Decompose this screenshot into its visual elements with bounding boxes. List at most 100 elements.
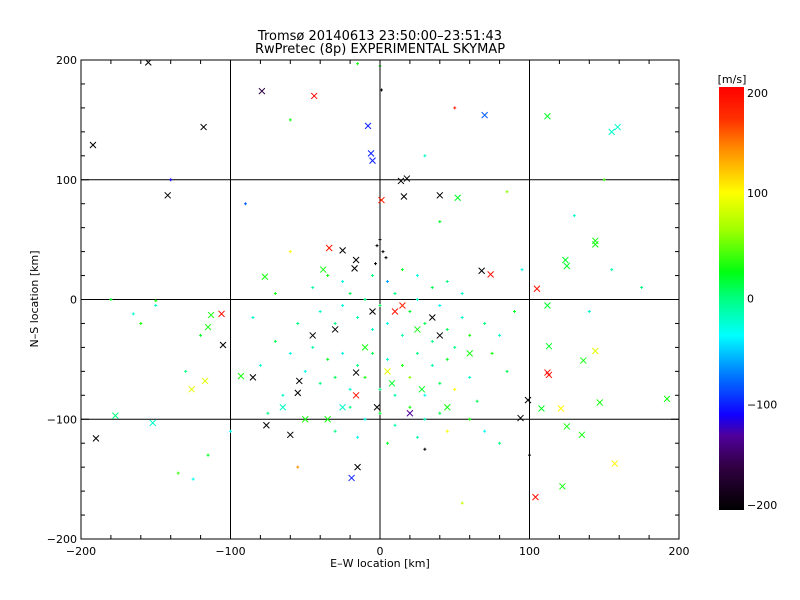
point-marker bbox=[341, 280, 345, 284]
cross-marker bbox=[258, 87, 266, 95]
point-marker bbox=[251, 315, 255, 319]
point-marker bbox=[184, 369, 188, 373]
point-marker bbox=[206, 453, 210, 457]
point-marker bbox=[281, 393, 285, 397]
point-marker bbox=[348, 387, 352, 391]
point-marker bbox=[445, 429, 449, 433]
cross-marker bbox=[406, 409, 414, 417]
point-marker bbox=[430, 286, 434, 290]
cross-marker bbox=[563, 423, 571, 430]
point-marker bbox=[572, 214, 576, 218]
point-marker bbox=[408, 309, 412, 313]
point-marker bbox=[371, 274, 375, 278]
point-marker bbox=[375, 244, 379, 248]
point-marker bbox=[445, 327, 449, 331]
cross-marker bbox=[149, 419, 157, 427]
cross-marker bbox=[414, 326, 421, 333]
x-tick-label: −100 bbox=[215, 545, 245, 558]
cross-marker bbox=[557, 405, 565, 412]
point-marker bbox=[415, 351, 419, 355]
point-marker bbox=[199, 333, 203, 337]
cross-marker bbox=[591, 347, 599, 355]
point-marker bbox=[602, 178, 606, 182]
point-marker bbox=[483, 429, 487, 433]
cross-marker bbox=[454, 194, 462, 202]
point-marker bbox=[341, 303, 345, 307]
point-marker bbox=[445, 280, 449, 284]
point-marker bbox=[139, 321, 143, 325]
point-marker bbox=[408, 375, 412, 379]
point-marker bbox=[381, 250, 385, 254]
cross-marker bbox=[418, 385, 426, 393]
point-marker bbox=[400, 333, 404, 337]
chart-title: Tromsø 20140613 23:50:00–23:51:43 bbox=[257, 29, 502, 44]
point-marker bbox=[258, 363, 262, 367]
point-marker bbox=[371, 351, 375, 355]
cross-marker bbox=[324, 415, 332, 423]
cross-marker bbox=[112, 412, 119, 420]
point-marker bbox=[385, 441, 389, 445]
cross-marker bbox=[436, 191, 444, 199]
cross-marker bbox=[443, 403, 451, 411]
point-marker bbox=[528, 453, 531, 457]
cross-marker bbox=[384, 367, 391, 375]
point-marker bbox=[296, 465, 300, 469]
cross-marker bbox=[339, 247, 346, 254]
colorbar-label: [m/s] bbox=[718, 73, 747, 86]
cross-marker bbox=[301, 415, 309, 423]
cross-marker bbox=[249, 373, 257, 381]
cross-marker bbox=[352, 391, 360, 399]
point-marker bbox=[371, 327, 375, 331]
point-marker bbox=[408, 405, 412, 409]
cross-marker bbox=[92, 435, 100, 442]
point-marker bbox=[109, 298, 113, 301]
cross-marker bbox=[279, 403, 287, 411]
cross-marker bbox=[188, 385, 195, 393]
cross-marker bbox=[89, 141, 97, 149]
cross-marker bbox=[532, 493, 539, 501]
cross-marker bbox=[388, 379, 396, 387]
point-marker bbox=[356, 363, 360, 367]
point-marker bbox=[288, 118, 292, 122]
point-marker bbox=[393, 423, 397, 427]
colorbar-tick-label: −100 bbox=[747, 398, 777, 411]
cross-marker bbox=[367, 150, 375, 157]
point-marker bbox=[356, 62, 360, 66]
point-marker bbox=[490, 351, 494, 355]
point-marker bbox=[445, 357, 449, 361]
point-marker bbox=[385, 280, 389, 284]
point-marker bbox=[505, 190, 509, 194]
point-marker bbox=[498, 333, 502, 337]
point-marker bbox=[468, 333, 472, 337]
point-marker bbox=[423, 447, 427, 451]
cross-marker bbox=[207, 311, 215, 319]
cross-marker bbox=[204, 323, 212, 331]
colorbar-tick-label: 200 bbox=[747, 87, 768, 100]
x-tick-label: −200 bbox=[66, 545, 96, 558]
point-marker bbox=[400, 363, 404, 367]
cross-marker bbox=[545, 342, 553, 350]
point-marker bbox=[154, 299, 158, 303]
y-axis-label: N–S location [km] bbox=[28, 250, 41, 347]
point-marker bbox=[326, 357, 330, 361]
cross-marker bbox=[295, 377, 303, 385]
point-marker bbox=[378, 303, 382, 307]
cross-marker bbox=[309, 332, 317, 339]
cross-marker bbox=[348, 474, 355, 482]
point-marker bbox=[348, 405, 352, 409]
point-marker bbox=[384, 256, 388, 260]
point-marker bbox=[356, 435, 360, 439]
point-marker bbox=[400, 268, 404, 272]
point-marker bbox=[468, 375, 472, 379]
point-marker bbox=[393, 393, 397, 397]
point-marker bbox=[243, 202, 247, 206]
colorbar bbox=[719, 87, 744, 510]
cross-marker bbox=[399, 302, 406, 309]
x-tick-label: 200 bbox=[669, 545, 690, 558]
point-marker bbox=[460, 315, 464, 319]
point-marker bbox=[296, 321, 300, 325]
cross-marker bbox=[200, 123, 207, 131]
point-marker bbox=[453, 387, 457, 391]
cross-marker bbox=[397, 177, 405, 185]
cross-marker bbox=[538, 405, 545, 412]
